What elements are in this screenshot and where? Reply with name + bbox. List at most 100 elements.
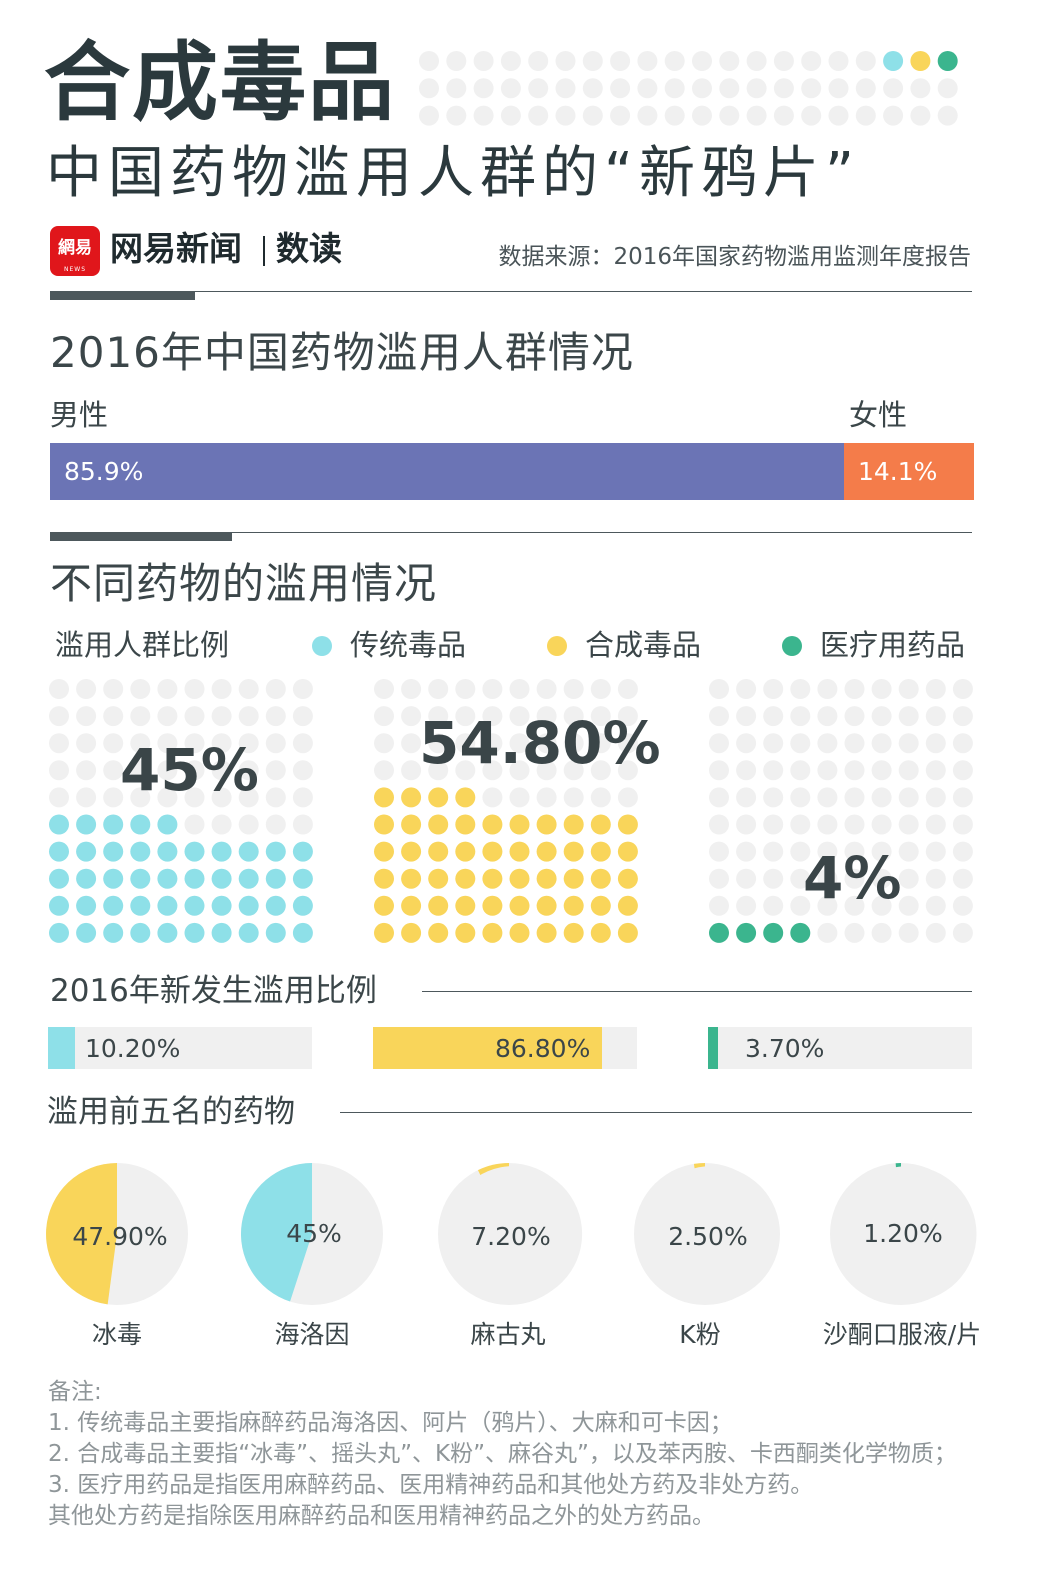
waffle-value-traditional: 45% xyxy=(120,736,259,804)
waffle-dot-empty xyxy=(184,814,205,835)
header-dot xyxy=(446,78,467,99)
waffle-dot-empty xyxy=(590,760,611,781)
waffle-dot-filled xyxy=(238,841,259,862)
waffle-dot-empty xyxy=(238,814,259,835)
waffle-dot-empty xyxy=(184,787,205,808)
waffle-dot-empty xyxy=(184,706,205,727)
waffle-dot-empty xyxy=(709,895,729,916)
waffle-dot-filled xyxy=(428,922,449,943)
header-dot xyxy=(910,51,931,71)
waffle-dot-empty xyxy=(76,787,97,808)
legend-synthetic: 合成毒品 xyxy=(585,628,702,662)
waffle-dot-empty xyxy=(265,733,286,754)
legend-traditional: 传统毒品 xyxy=(350,628,467,662)
waffle-dot-empty xyxy=(817,760,838,781)
waffle-dot-empty xyxy=(238,760,259,781)
waffle-dot-empty xyxy=(455,760,476,781)
header-dot xyxy=(419,105,439,126)
waffle-dot-empty xyxy=(265,787,286,808)
header-dot xyxy=(937,105,958,126)
waffle-dot-filled xyxy=(238,895,259,916)
waffle-dot-empty xyxy=(590,679,611,699)
waffle-dot-filled xyxy=(103,841,124,862)
waffle-dot-filled xyxy=(76,868,97,889)
waffle-dot-empty xyxy=(844,922,865,943)
waffle-dot-empty xyxy=(709,841,729,862)
header-dot xyxy=(664,105,685,126)
waffle-dot-empty xyxy=(265,679,286,699)
section-title-drugs: 不同药物的滥用情况 xyxy=(50,559,438,608)
brand-column: 数读 xyxy=(276,229,342,268)
male-bar xyxy=(50,443,844,500)
new-bar-traditional: 10.20% xyxy=(48,1027,312,1069)
waffle-dot-empty xyxy=(590,706,611,727)
waffle-dot-empty xyxy=(925,895,946,916)
waffle-dot-empty xyxy=(103,787,124,808)
waffle-dot-empty xyxy=(536,733,557,754)
waffle-dot-filled xyxy=(790,922,811,943)
header-dot xyxy=(883,78,904,99)
waffle-dot-empty xyxy=(536,760,557,781)
waffle-dot-empty xyxy=(925,868,946,889)
waffle-dot-empty xyxy=(925,922,946,943)
waffle-dot-empty xyxy=(482,760,503,781)
waffle-dot-filled xyxy=(536,841,557,862)
page-subtitle: 中国药物滥用人群的“新鸦片” xyxy=(46,141,861,206)
waffle-dot-empty xyxy=(763,706,784,727)
header-dot xyxy=(582,105,603,126)
new-bar-synthetic: 86.80% xyxy=(373,1027,637,1069)
waffle-dot-empty xyxy=(76,706,97,727)
waffle-dot-empty xyxy=(871,679,892,699)
waffle-dot-filled xyxy=(590,895,611,916)
waffle-dot-empty xyxy=(563,787,584,808)
waffle-dot-filled xyxy=(49,895,69,916)
waffle-dot-filled xyxy=(103,868,124,889)
header-dot xyxy=(473,78,494,99)
note-line: 1. 传统毒品主要指麻醉药品海洛因、阿片（鸦片）、大麻和可卡因； xyxy=(48,1410,733,1436)
waffle-dot-empty xyxy=(817,679,838,699)
waffle-dot-empty xyxy=(482,679,503,699)
header-dot xyxy=(801,51,822,71)
waffle-dot-empty xyxy=(871,760,892,781)
waffle-dot-empty xyxy=(536,706,557,727)
waffle-dot-filled xyxy=(509,868,530,889)
waffle-dot-empty xyxy=(482,787,503,808)
waffle-dot-empty xyxy=(265,706,286,727)
waffle-dot-empty xyxy=(790,760,811,781)
waffle-dot-filled xyxy=(292,922,313,943)
waffle-dot-empty xyxy=(898,787,919,808)
waffle-dot-empty xyxy=(844,706,865,727)
header-dot xyxy=(855,105,876,126)
waffle-dot-filled xyxy=(49,841,69,862)
waffle-dot-filled xyxy=(157,922,178,943)
waffle-dot-empty xyxy=(374,733,394,754)
waffle-dot-empty xyxy=(763,841,784,862)
waffle-dot-empty xyxy=(871,895,892,916)
new-bar-value-synthetic: 86.80% xyxy=(495,1034,591,1063)
logo-text: 網易 xyxy=(58,238,92,258)
header-dot xyxy=(555,51,576,71)
note-line: 3. 医疗用药品是指医用麻醉药品、医用精神药品和其他处方药及非处方药。 xyxy=(48,1472,814,1498)
waffle-dot-empty xyxy=(844,895,865,916)
waffle-dot-empty xyxy=(817,922,838,943)
male-value-label: 85.9% xyxy=(64,457,144,486)
waffle-dot-filled xyxy=(482,922,503,943)
waffle-dot-filled xyxy=(374,868,394,889)
waffle-dot-empty xyxy=(952,706,973,727)
new-bar-value-medical: 3.70% xyxy=(745,1034,825,1063)
waffle-dot-empty xyxy=(401,760,422,781)
waffle-dot-filled xyxy=(509,841,530,862)
waffle-dot-filled xyxy=(455,895,476,916)
header-dot xyxy=(582,78,603,99)
pie-slice xyxy=(46,1163,118,1305)
pie-slice xyxy=(240,1163,312,1302)
header-dot xyxy=(610,51,631,71)
waffle-dot-filled xyxy=(401,868,422,889)
waffle-dot-filled xyxy=(130,922,151,943)
waffle-dot-filled xyxy=(292,841,313,862)
section-title-gender: 2016年中国药物滥用人群情况 xyxy=(50,328,634,377)
waffle-dot-empty xyxy=(536,787,557,808)
waffle-dot-empty xyxy=(952,733,973,754)
waffle-dot-empty xyxy=(157,733,178,754)
waffle-dot-empty xyxy=(238,733,259,754)
